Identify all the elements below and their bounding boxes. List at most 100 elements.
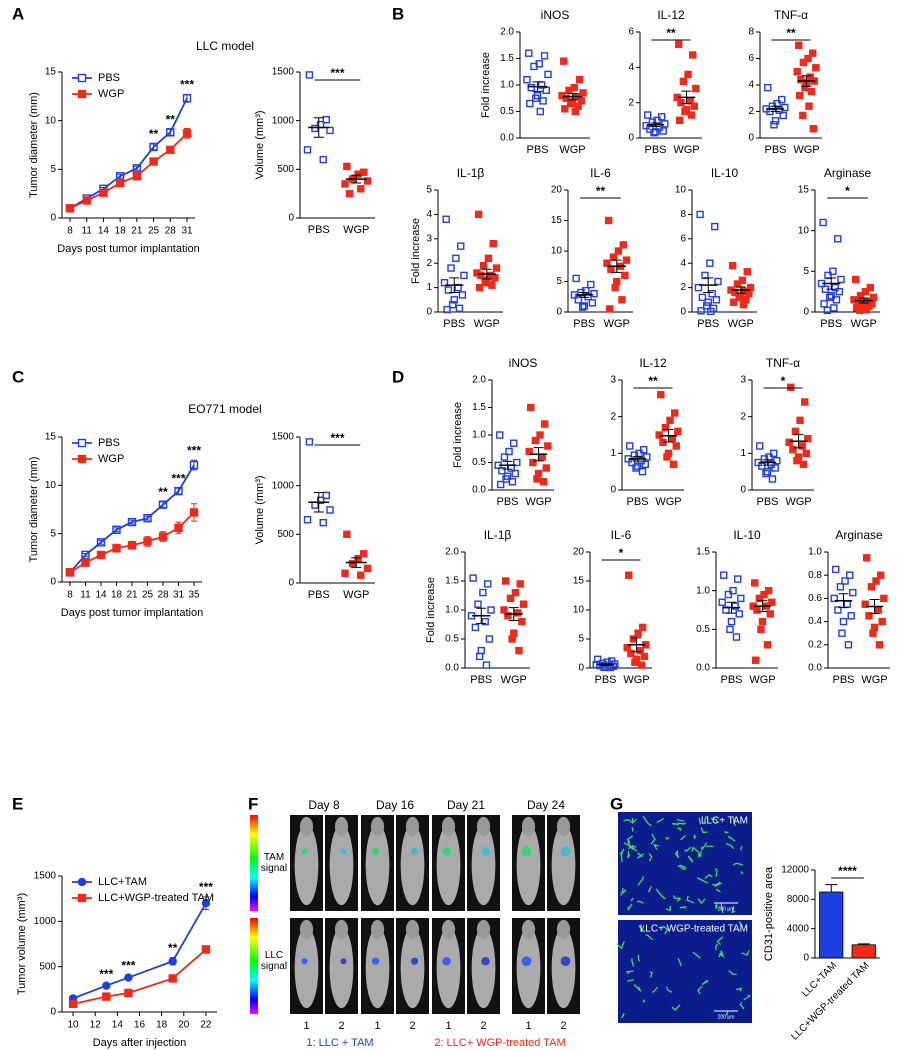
y-tick-label: 2 [748,106,754,117]
vessel-stain [720,902,724,914]
mouse-head [405,919,420,940]
x-axis-label: Days after injection [93,1037,187,1049]
data-point [851,275,860,284]
data-point [516,580,524,588]
chart-title: Arginase [835,528,883,542]
signal-spot [410,847,419,856]
data-point [706,259,714,267]
y-tick-label: 4 [426,209,432,220]
data-point [672,442,680,450]
data-point [479,261,488,270]
data-point [731,602,739,610]
x-tick-label: PBS [470,674,492,686]
data-point [143,514,152,523]
vessel-stain [677,958,682,967]
data-point [561,105,569,113]
y-axis-label: Volume (mm³) [254,475,266,544]
y-tick-label: 3 [740,375,746,386]
mouse-body [551,824,576,906]
y-tick-label: 0.6 [808,593,822,604]
mouse-body [365,824,390,906]
data-point [785,438,793,447]
y-tick-label: 15 [551,215,563,226]
y-tick-label: 1.0 [445,605,459,616]
vessel-stain [712,881,721,886]
mouse-body [436,927,461,1009]
legend-label: 1: LLC + TAM [306,1037,373,1049]
mouse-body [400,824,425,906]
data-point [485,635,494,643]
data-point [542,464,550,472]
data-point [590,290,598,298]
signal-spot [301,958,308,965]
y-axis-label: Fold increase [410,218,422,284]
error-bar [98,539,104,545]
vessel-stain [718,950,725,959]
chart-title: EO771 model [188,402,261,416]
data-point [201,899,211,908]
data-point [702,302,711,310]
data-point [363,177,372,185]
data-point [795,41,803,49]
sem-bar [351,557,362,568]
data-point [625,571,633,579]
chart-title: IL-12 [657,8,685,22]
data-point [820,300,828,308]
vessel-stain [665,905,672,912]
data-point [829,267,837,276]
data-point [605,305,614,313]
data-point [565,86,573,95]
vessel-stain [738,921,743,927]
data-point [735,610,743,618]
data-point [708,290,716,298]
y-tick-label: 8 [680,209,686,220]
color-scale [250,815,258,911]
vessel-stain [732,862,744,866]
y-axis-label: Fold increase [452,402,464,468]
vessel-stain [616,941,625,950]
data-point [825,293,834,302]
signal-spot [371,847,380,856]
chart-title: iNOS [541,8,570,22]
y-tick-label: 15 [45,432,57,443]
y-tick-label: 0.5 [445,634,459,645]
data-point [641,460,649,469]
vessel-stain [700,842,708,852]
sem-bar [650,122,661,128]
x-tick-label: 14 [112,1020,124,1031]
image-label: LLC+ WGP-treated TAM [640,924,748,935]
signal-spot [481,847,490,856]
y-tick-label: 3 [426,233,432,244]
data-point [481,279,489,287]
data-point [488,281,496,289]
data-point [755,594,764,603]
legend-marker [77,438,87,448]
lane-label: 2 [338,1020,344,1032]
vessel-stain [701,979,709,986]
x-tick-label: 20 [178,1020,190,1031]
signal-spot [340,848,347,855]
y-tick-label: 1500 [272,432,295,443]
mouse-body [294,927,319,1009]
data-point [739,300,748,309]
mouse-body [471,824,496,906]
error-bar [82,552,89,557]
data-point [511,588,520,597]
data-point [510,439,518,447]
data-point [112,525,121,534]
data-point [668,434,676,443]
data-point [112,543,121,553]
vessel-stain [637,852,643,858]
data-point [796,416,804,425]
data-point [354,170,362,178]
x-tick-label: PBS [594,674,616,686]
y-tick-label: 1500 [34,871,57,882]
y-tick-label: 1 [740,448,746,459]
mouse-body [551,927,576,1009]
y-tick-label: 2 [628,97,634,108]
y-tick-label: 0 [556,307,562,318]
data-point [475,652,484,661]
vessel-stain [676,851,679,858]
sem-bar [703,277,714,293]
data-point [530,62,538,71]
